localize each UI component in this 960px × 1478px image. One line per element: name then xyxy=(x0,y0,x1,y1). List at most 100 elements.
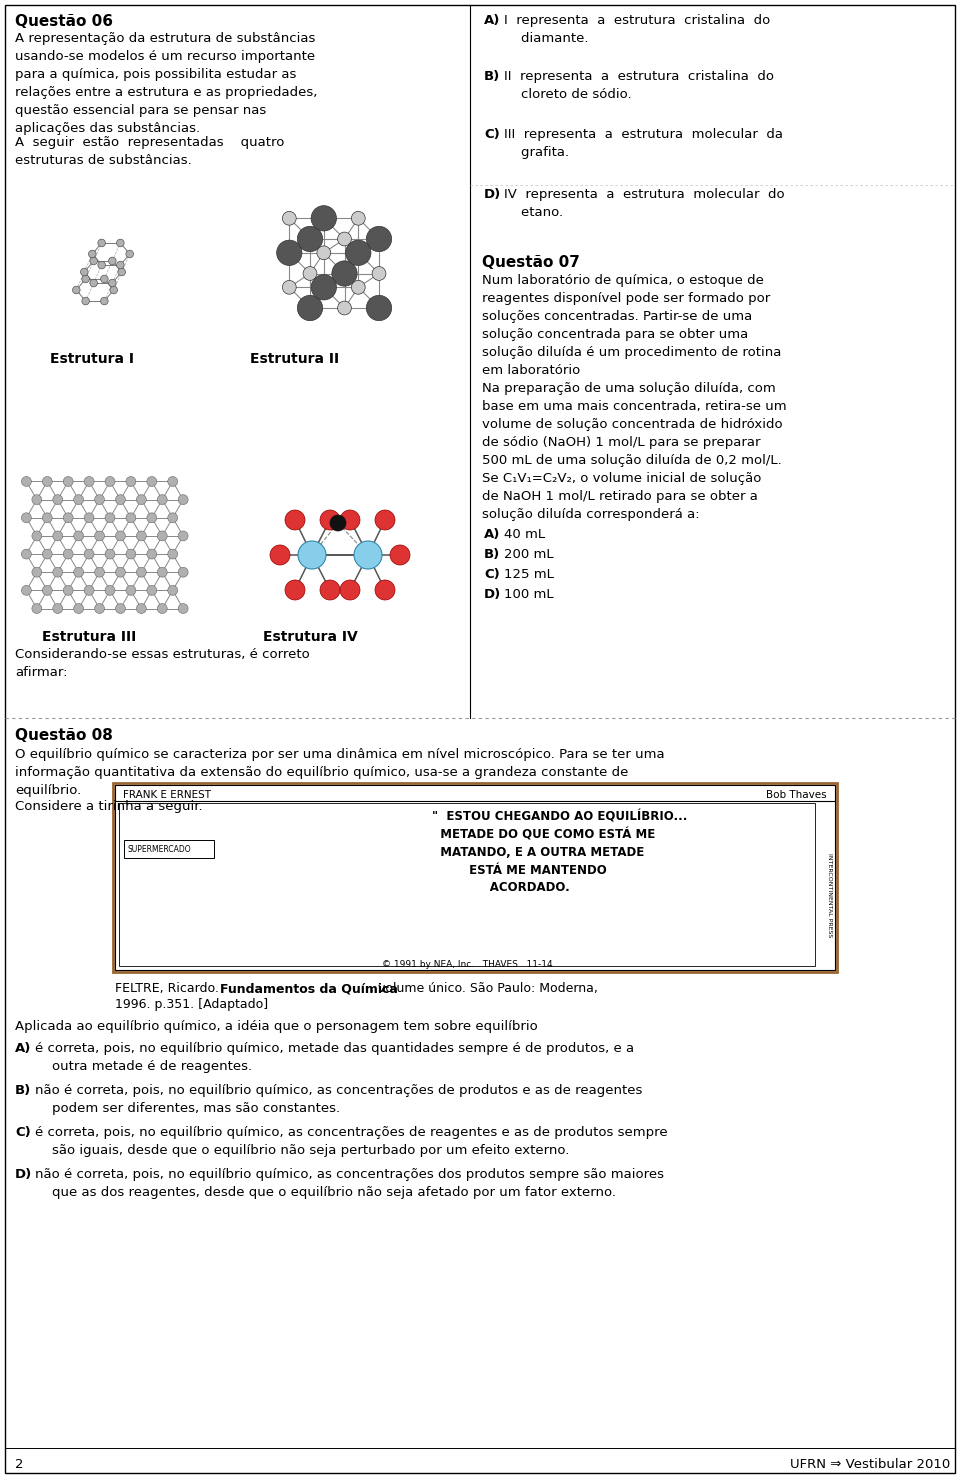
Text: FELTRE, Ricardo.: FELTRE, Ricardo. xyxy=(115,981,223,995)
Text: SUPERMERCADO: SUPERMERCADO xyxy=(127,845,191,854)
Circle shape xyxy=(74,531,84,541)
Circle shape xyxy=(116,262,124,269)
Text: 40 mL: 40 mL xyxy=(504,528,545,541)
Circle shape xyxy=(126,513,136,523)
Circle shape xyxy=(74,495,84,504)
Circle shape xyxy=(136,603,146,613)
Circle shape xyxy=(179,568,188,578)
Circle shape xyxy=(179,603,188,613)
Circle shape xyxy=(390,545,410,565)
Circle shape xyxy=(73,287,80,294)
Text: II  representa  a  estrutura  cristalina  do
    cloreto de sódio.: II representa a estrutura cristalina do … xyxy=(504,69,774,101)
Circle shape xyxy=(157,603,167,613)
Text: C): C) xyxy=(484,129,500,140)
Text: é correta, pois, no equilíbrio químico, metade das quantidades sempre é de produ: é correta, pois, no equilíbrio químico, … xyxy=(35,1042,635,1073)
Circle shape xyxy=(332,260,357,287)
Text: 125 mL: 125 mL xyxy=(504,568,554,581)
Circle shape xyxy=(340,579,360,600)
Circle shape xyxy=(53,568,62,578)
Circle shape xyxy=(32,531,42,541)
Circle shape xyxy=(157,495,167,504)
Circle shape xyxy=(354,541,382,569)
Text: D): D) xyxy=(484,188,501,201)
Text: Num laboratório de química, o estoque de
reagentes disponível pode ser formado p: Num laboratório de química, o estoque de… xyxy=(482,273,781,377)
Circle shape xyxy=(147,550,156,559)
Text: C): C) xyxy=(484,568,500,581)
Circle shape xyxy=(136,495,146,504)
Text: Questão 08: Questão 08 xyxy=(15,729,113,743)
Circle shape xyxy=(317,245,330,260)
Circle shape xyxy=(42,513,52,523)
Circle shape xyxy=(42,476,52,486)
Text: A  seguir  estão  representadas    quatro
estruturas de substâncias.: A seguir estão representadas quatro estr… xyxy=(15,136,284,167)
Circle shape xyxy=(98,239,106,247)
Circle shape xyxy=(126,585,136,596)
Circle shape xyxy=(115,603,126,613)
Text: 200 mL: 200 mL xyxy=(504,548,554,562)
Circle shape xyxy=(375,510,395,531)
Bar xyxy=(119,803,815,967)
Text: , volume único. São Paulo: Moderna,: , volume único. São Paulo: Moderna, xyxy=(370,981,598,995)
Text: Estrutura I: Estrutura I xyxy=(50,352,134,367)
Text: não é correta, pois, no equilíbrio químico, as concentrações de produtos e as de: não é correta, pois, no equilíbrio quími… xyxy=(35,1083,642,1114)
Circle shape xyxy=(340,510,360,531)
Text: é correta, pois, no equilíbrio químico, as concentrações de reagentes e as de pr: é correta, pois, no equilíbrio químico, … xyxy=(35,1126,667,1157)
Circle shape xyxy=(84,476,94,486)
Circle shape xyxy=(118,268,126,276)
Circle shape xyxy=(98,262,106,269)
Circle shape xyxy=(105,550,115,559)
Text: I  representa  a  estrutura  cristalina  do
    diamante.: I representa a estrutura cristalina do d… xyxy=(504,13,770,44)
Circle shape xyxy=(136,531,146,541)
Circle shape xyxy=(126,250,133,257)
Text: A): A) xyxy=(15,1042,32,1055)
Circle shape xyxy=(21,476,32,486)
Circle shape xyxy=(81,268,88,276)
Circle shape xyxy=(21,585,32,596)
Circle shape xyxy=(157,531,167,541)
Circle shape xyxy=(90,257,98,265)
Text: Considere a tirinha a seguir.: Considere a tirinha a seguir. xyxy=(15,800,203,813)
Circle shape xyxy=(95,568,105,578)
Circle shape xyxy=(42,550,52,559)
Circle shape xyxy=(95,603,105,613)
Circle shape xyxy=(84,550,94,559)
Text: B): B) xyxy=(484,69,500,83)
Circle shape xyxy=(53,495,62,504)
Circle shape xyxy=(105,513,115,523)
Circle shape xyxy=(298,541,326,569)
Circle shape xyxy=(82,297,89,304)
Text: B): B) xyxy=(484,548,500,562)
Circle shape xyxy=(311,205,336,231)
Circle shape xyxy=(74,603,84,613)
Text: A representação da estrutura de substâncias
usando-se modelos é um recurso impor: A representação da estrutura de substânc… xyxy=(15,33,318,134)
Circle shape xyxy=(90,279,98,287)
Text: C): C) xyxy=(15,1126,31,1140)
Text: Questão 07: Questão 07 xyxy=(482,256,580,270)
Circle shape xyxy=(116,239,124,247)
Text: Questão 06: Questão 06 xyxy=(15,13,113,30)
Circle shape xyxy=(303,266,317,281)
Text: 1996. p.351. [Adaptado]: 1996. p.351. [Adaptado] xyxy=(115,998,268,1011)
Circle shape xyxy=(53,531,62,541)
Circle shape xyxy=(95,531,105,541)
Circle shape xyxy=(346,239,371,266)
Text: Considerando-se essas estruturas, é correto
afirmar:: Considerando-se essas estruturas, é corr… xyxy=(15,647,310,678)
Circle shape xyxy=(109,287,117,294)
Text: B): B) xyxy=(15,1083,32,1097)
Circle shape xyxy=(42,585,52,596)
Circle shape xyxy=(105,476,115,486)
Circle shape xyxy=(179,531,188,541)
Text: Estrutura IV: Estrutura IV xyxy=(263,630,358,644)
Bar xyxy=(113,783,837,973)
Circle shape xyxy=(375,579,395,600)
Circle shape xyxy=(115,568,126,578)
Circle shape xyxy=(282,281,297,294)
Circle shape xyxy=(115,495,126,504)
Circle shape xyxy=(95,495,105,504)
Text: não é correta, pois, no equilíbrio químico, as concentrações dos produtos sempre: não é correta, pois, no equilíbrio quími… xyxy=(35,1168,664,1199)
Circle shape xyxy=(311,275,336,300)
Circle shape xyxy=(88,250,96,257)
Text: IV  representa  a  estrutura  molecular  do
    etano.: IV representa a estrutura molecular do e… xyxy=(504,188,784,219)
Circle shape xyxy=(338,302,351,315)
Circle shape xyxy=(157,568,167,578)
